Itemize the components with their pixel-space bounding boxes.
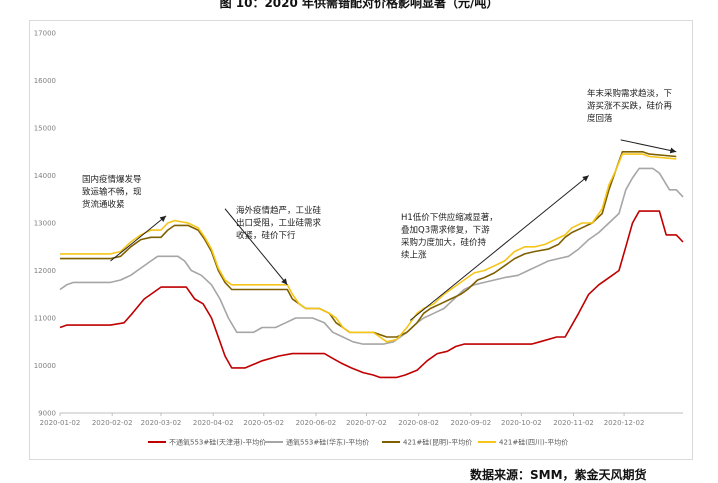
y-tick-label: 11000 xyxy=(34,315,56,323)
x-tick-label: 2020-12-02 xyxy=(604,419,645,427)
legend-label: 421#硅(四川)-平均价 xyxy=(499,438,568,447)
chart-frame xyxy=(29,20,693,460)
series-line-4 xyxy=(60,153,677,343)
y-tick-label: 10000 xyxy=(34,362,56,370)
x-tick-label: 2020-02-02 xyxy=(92,419,133,427)
annotation-line: 出口受阻，工业硅需求 xyxy=(236,218,322,229)
legend-label: 421#硅(昆明)-平均价 xyxy=(403,438,472,447)
annotation-line: 叠加Q3需求修复，下游 xyxy=(401,225,490,236)
x-tick-label: 2020-11-02 xyxy=(553,419,594,427)
annotation-arrow-3 xyxy=(409,175,590,321)
y-tick-label: 14000 xyxy=(34,172,56,180)
y-tick-label: 9000 xyxy=(38,410,56,418)
annotation-line: 续上涨 xyxy=(401,250,427,261)
annotation-line: 采购力度加大，硅价持 xyxy=(401,237,487,248)
y-tick-label: 16000 xyxy=(34,77,56,85)
annotation-line: 海外疫情趋严，工业硅 xyxy=(236,205,322,216)
source-note: 数据来源：SMM，紫金天风期货 xyxy=(470,468,647,482)
legend-label: 通氧553#硅(华东)-平均价 xyxy=(286,438,369,447)
x-tick-label: 2020-07-02 xyxy=(346,419,387,427)
axes-group: 9000 10000 11000 12000 13000 14000 15000 16000 1… xyxy=(34,30,683,427)
legend-item-3: 421#硅(昆明)-平均价 xyxy=(382,438,472,447)
annotation-arrow-4 xyxy=(620,139,677,154)
x-tick-label: 2020-08-02 xyxy=(398,419,439,427)
series-line-1 xyxy=(59,210,684,379)
annotation-arrow-1 xyxy=(110,215,167,262)
annotations-group: 国内疫情爆发导致运输不畅，现货流通收紧海外疫情趋严，工业硅出口受阻，工业硅需求收… xyxy=(82,88,673,261)
annotation-line: 度回落 xyxy=(587,113,613,124)
annotation-arrows-group xyxy=(110,139,677,321)
series-line-3 xyxy=(60,151,677,338)
x-tick-label: 2020-04-02 xyxy=(193,419,234,427)
x-tick-label: 2020-10-02 xyxy=(501,419,542,427)
x-tick-label: 2020-03-02 xyxy=(141,419,182,427)
legend-label: 不通氧553#硅(天津港)-平均价 xyxy=(169,438,266,447)
legend-item-1: 不通氧553#硅(天津港)-平均价 xyxy=(148,438,266,447)
annotation-line: 致运输不畅，现 xyxy=(82,187,142,198)
series-line-2 xyxy=(59,167,684,345)
annotation-line: 国内疫情爆发导 xyxy=(82,174,142,185)
y-tick-label: 17000 xyxy=(34,30,56,38)
x-tick-label: 2020-05-02 xyxy=(243,419,284,427)
y-tick-label: 13000 xyxy=(34,220,56,228)
annotation-line: 年末采购需求趋淡，下 xyxy=(587,88,673,99)
annotation-line: 货流通收紧 xyxy=(82,199,125,210)
legend: 不通氧553#硅(天津港)-平均价 通氧553#硅(华东)-平均价 421#硅(昆明… xyxy=(148,438,568,447)
annotation-line: 收紧，硅价下行 xyxy=(236,230,296,241)
x-tick-label: 2020-09-02 xyxy=(450,419,491,427)
chart-title: 图 10：2020 年供需错配对价格影响显著（元/吨） xyxy=(219,0,499,10)
y-tick-label: 15000 xyxy=(34,125,56,133)
annotation-arrow-2 xyxy=(224,208,288,286)
annotation-line: 游买涨不买跌，硅价再 xyxy=(587,101,673,112)
y-tick-label: 12000 xyxy=(34,267,56,275)
annotation-line: H1低价下供应缩减显著， xyxy=(401,212,498,223)
legend-item-2: 通氧553#硅(华东)-平均价 xyxy=(265,438,369,447)
legend-item-4: 421#硅(四川)-平均价 xyxy=(478,438,568,447)
x-tick-label: 2020-06-02 xyxy=(296,419,337,427)
series-lines-group xyxy=(59,151,684,379)
x-tick-label: 2020-01-02 xyxy=(40,419,81,427)
